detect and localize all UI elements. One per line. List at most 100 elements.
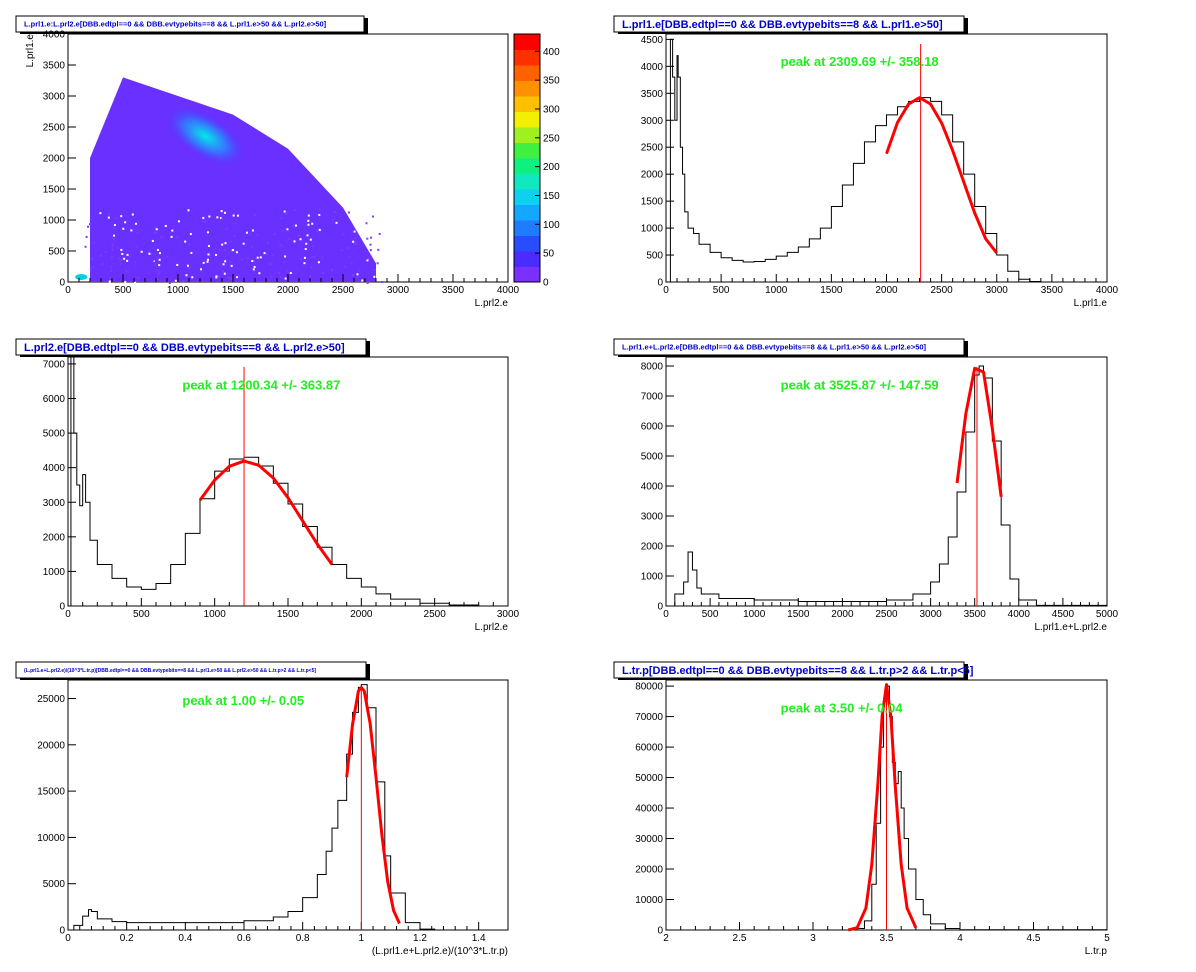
- y-tick-label: 0: [657, 926, 663, 937]
- x-tick-label: 2500: [332, 285, 355, 296]
- corner-cluster: [75, 274, 88, 281]
- density-hotspot: [164, 105, 247, 167]
- colorbar-tick-label: 400: [543, 47, 560, 58]
- colorbar-tick-label: 100: [543, 220, 560, 231]
- y-tick-label: 500: [646, 251, 663, 262]
- x-tick-label: 2000: [277, 285, 300, 296]
- histogram-series: [68, 684, 508, 931]
- x-tick-label: 3500: [964, 609, 987, 620]
- y-tick-label: 0: [59, 278, 65, 289]
- x-tick-label: 3000: [497, 609, 520, 620]
- peak-annotation: peak at 3525.87 +/- 147.59: [781, 377, 939, 392]
- y-tick-label: 3000: [641, 512, 664, 523]
- x-tick-label: 2500: [875, 609, 898, 620]
- y-tick-label: 10000: [37, 833, 65, 844]
- peak-annotation: peak at 1.00 +/- 0.05: [182, 693, 304, 708]
- axes: 0 500 1000 1500 2000 2500 3000 3500 4000 0 500 1000…: [25, 30, 520, 310]
- y-tick-label: 8000: [641, 362, 664, 373]
- y-tick-label: 6000: [43, 394, 66, 405]
- x-tick-label: 2.5: [733, 933, 747, 944]
- y-tick-label: 3500: [641, 89, 664, 100]
- y-tick-label: 1500: [641, 197, 664, 208]
- y-tick-label: 2000: [43, 154, 66, 165]
- histogram-series: [68, 356, 480, 607]
- y-tick-label: 2000: [43, 532, 66, 543]
- x-axis-label: L.prl1.e+L.prl2.e: [1034, 622, 1107, 633]
- panel-5: (L.prl1.e+L.prl2.e)/(10^3*L.tr.p)[DBB.ed…: [15, 661, 509, 957]
- y-tick-label: 2000: [641, 542, 664, 553]
- plot-frame: [67, 356, 509, 607]
- y-tick-label: 5000: [43, 879, 66, 890]
- colorbar-tick-label: 0: [543, 278, 549, 289]
- y-tick-label: 2500: [641, 143, 664, 154]
- panel-3: L.prl2.e[DBB.edtpl==0 && DBB.evtypebits=…: [15, 338, 520, 633]
- x-tick-label: 2500: [931, 285, 954, 296]
- x-tick-label: 1500: [222, 285, 245, 296]
- plot-frame: [665, 356, 1108, 607]
- colorbar-tick-label: 300: [543, 104, 560, 115]
- x-tick-label: 2: [663, 933, 669, 944]
- y-tick-label: 1500: [43, 185, 66, 196]
- x-tick-label: 500: [702, 609, 719, 620]
- plot-frame: [665, 33, 1108, 283]
- panel-2: L.prl1.e[DBB.edtpl==0 && DBB.evtypebits=…: [613, 15, 1119, 309]
- y-tick-label: 40000: [635, 804, 663, 815]
- x-tick-label: 1500: [820, 285, 843, 296]
- y-tick-label: 4000: [641, 62, 664, 73]
- y-tick-label: 10000: [635, 895, 663, 906]
- x-tick-label: 4500: [1052, 609, 1075, 620]
- y-tick-label: 2500: [43, 123, 66, 134]
- x-tick-label: 4000: [497, 285, 520, 296]
- y-tick-label: 3500: [43, 61, 66, 72]
- x-tick-label: 0: [663, 285, 669, 296]
- x-tick-label: 0.6: [237, 933, 251, 944]
- y-tick-label: 70000: [635, 712, 663, 723]
- y-tick-label: 5000: [43, 429, 66, 440]
- x-tick-label: 2000: [350, 609, 373, 620]
- y-tick-label: 500: [48, 247, 65, 258]
- title-box: L.prl1.e:L.prl2.e[DBB.edtpl==0 && DBB.ev…: [15, 15, 368, 34]
- x-tick-label: 3000: [919, 609, 942, 620]
- x-tick-label: 2500: [424, 609, 447, 620]
- x-tick-label: 1500: [787, 609, 810, 620]
- x-axis-label: L.prl2.e: [475, 298, 509, 309]
- y-tick-label: 0: [657, 602, 663, 613]
- x-axis-label: L.prl1.e: [1074, 298, 1108, 309]
- x-tick-label: 1.4: [472, 933, 486, 944]
- histogram-series: [666, 365, 1108, 607]
- title-box: (L.prl1.e+L.prl2.e)/(10^3*L.tr.p)[DBB.ed…: [15, 661, 370, 680]
- y-tick-label: 25000: [37, 694, 65, 705]
- y-tick-label: 1000: [641, 572, 664, 583]
- x-tick-label: 1000: [204, 609, 227, 620]
- chart-title: L.tr.p[DBB.edtpl==0 && DBB.evtypebits==8…: [622, 665, 974, 677]
- x-tick-label: 500: [133, 609, 150, 620]
- y-tick-label: 0: [657, 278, 663, 289]
- panel-1: L.prl1.e:L.prl2.e[DBB.edtpl==0 && DBB.ev…: [15, 15, 560, 310]
- y-tick-label: 15000: [37, 787, 65, 798]
- x-tick-label: 3: [810, 933, 816, 944]
- peak-annotation: peak at 1200.34 +/- 363.87: [182, 377, 340, 392]
- y-tick-label: 7000: [641, 392, 664, 403]
- chart-title: L.prl1.e+L.prl2.e[DBB.edtpl==0 && DBB.ev…: [622, 343, 927, 352]
- plot-frame: [67, 679, 509, 931]
- x-tick-label: 0: [663, 609, 669, 620]
- axes: 0 500 1000 1500 2000 2500 3000 3500 4000 4500 5000…: [641, 362, 1119, 634]
- y-tick-label: 50000: [635, 773, 663, 784]
- y-tick-label: 3000: [43, 498, 66, 509]
- x-tick-label: 4.5: [1027, 933, 1041, 944]
- colorbar-tick-label: 150: [543, 191, 560, 202]
- x-tick-label: 0.8: [296, 933, 310, 944]
- x-tick-label: 1000: [743, 609, 766, 620]
- y-tick-label: 3000: [43, 92, 66, 103]
- axes: 0 500 1000 1500 2000 2500 3000 3500 4000 0 500 1000…: [641, 35, 1119, 309]
- x-tick-label: 3500: [442, 285, 465, 296]
- y-tick-label: 6000: [641, 422, 664, 433]
- chart-title: L.prl1.e[DBB.edtpl==0 && DBB.evtypebits=…: [622, 19, 943, 31]
- x-tick-label: 1: [359, 933, 365, 944]
- y-tick-label: 1000: [641, 224, 664, 235]
- x-tick-label: 3000: [387, 285, 410, 296]
- x-tick-label: 2000: [831, 609, 854, 620]
- panel-4: L.prl1.e+L.prl2.e[DBB.edtpl==0 && DBB.ev…: [613, 338, 1119, 634]
- y-tick-label: 0: [59, 602, 65, 613]
- colorbar-tick-label: 50: [543, 249, 555, 260]
